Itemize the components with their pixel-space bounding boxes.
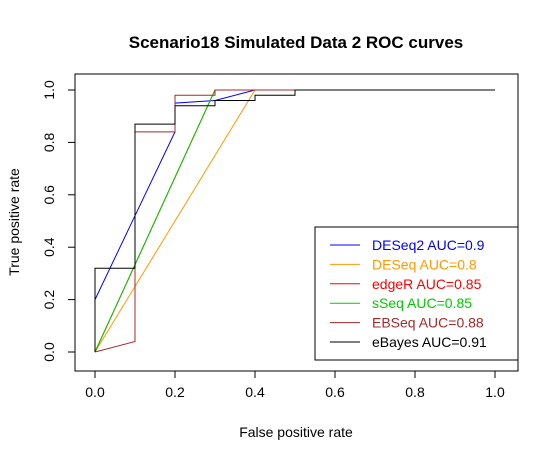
x-axis: 0.0 0.2 0.4 0.6 0.8 1.0 <box>85 370 505 400</box>
series-line-5 <box>94 89 495 352</box>
legend: DESeq2 AUC=0.9 DESeq AUC=0.8 edgeR AUC=0.8… <box>314 226 519 361</box>
legend-entry: DESeq AUC=0.8 <box>372 256 477 272</box>
y-axis-label: True positive rate <box>6 168 22 276</box>
series-lines <box>94 89 495 353</box>
legend-entry: sSeq AUC=0.85 <box>372 295 472 311</box>
legend-box <box>314 226 519 361</box>
y-tick-label: 1.0 <box>41 80 57 100</box>
y-tick-label: 0.0 <box>41 342 57 362</box>
legend-entry: EBSeq AUC=0.88 <box>372 315 484 331</box>
x-axis-label: False positive rate <box>239 424 353 440</box>
x-tick-label: 0.4 <box>245 384 265 400</box>
y-tick-label: 0.8 <box>41 132 57 152</box>
y-tick-label: 0.2 <box>41 290 57 310</box>
chart-title: Scenario18 Simulated Data 2 ROC curves <box>129 33 463 52</box>
y-tick-label: 0.6 <box>41 185 57 205</box>
x-tick-label: 0.6 <box>325 384 345 400</box>
y-tick-label: 0.4 <box>41 237 57 257</box>
legend-entry: DESeq2 AUC=0.9 <box>372 237 485 253</box>
legend-entry: eBayes AUC=0.91 <box>372 334 487 350</box>
x-tick-label: 0.8 <box>405 384 425 400</box>
x-tick-label: 1.0 <box>485 384 505 400</box>
x-tick-label: 0.0 <box>85 384 105 400</box>
y-axis: 0.0 0.2 0.4 0.6 0.8 1.0 <box>41 80 76 362</box>
x-tick-label: 0.2 <box>165 384 185 400</box>
legend-entry: edgeR AUC=0.85 <box>372 276 482 292</box>
